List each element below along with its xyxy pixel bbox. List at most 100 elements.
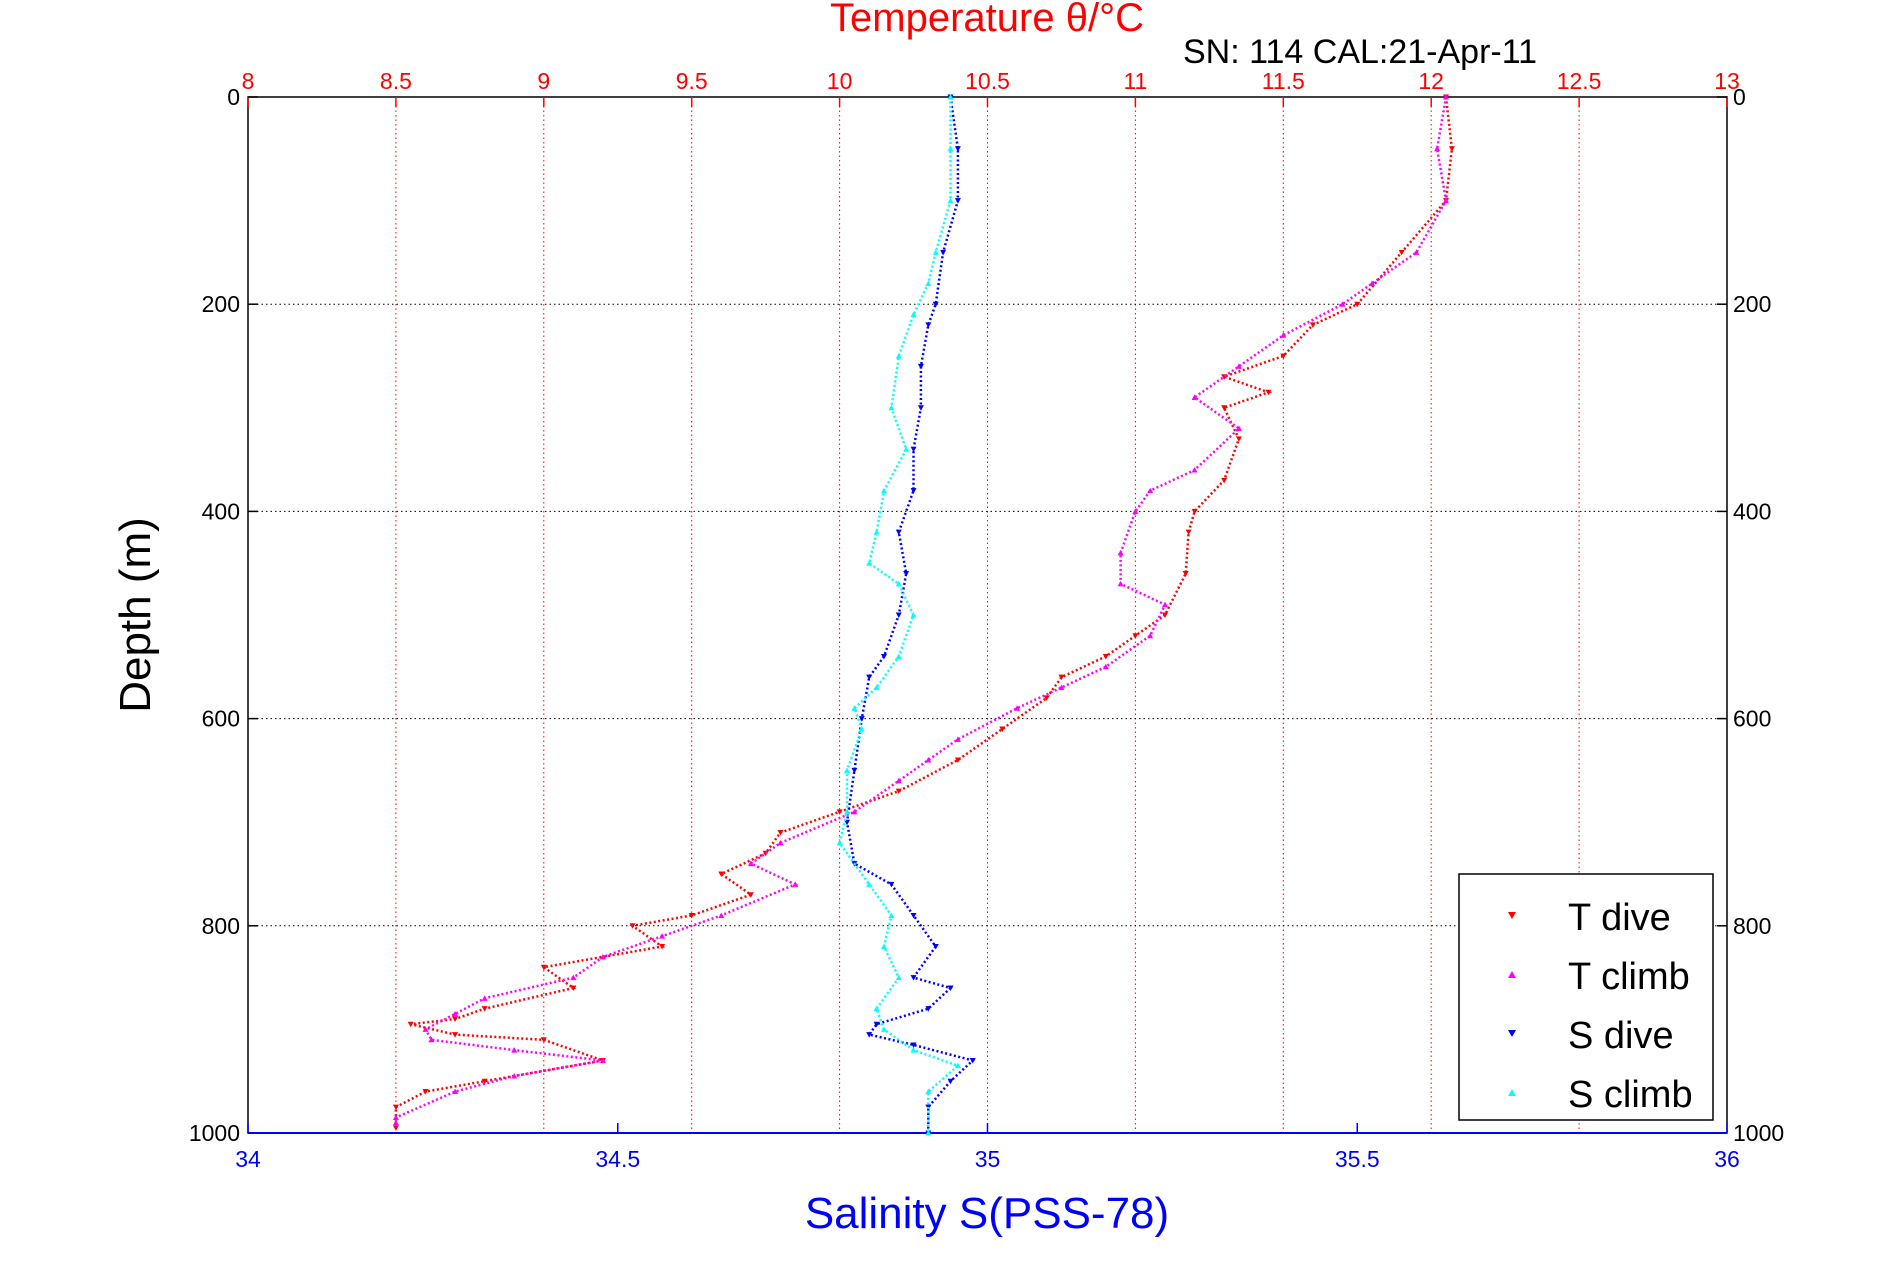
data-point-t-climb [1235, 425, 1242, 432]
data-point-s-climb [880, 943, 887, 950]
legend-marker [1508, 1030, 1516, 1037]
top-axis-tick-label: 9.5 [676, 68, 708, 94]
data-point-t-climb [1280, 332, 1287, 338]
data-point-s-dive [910, 446, 917, 453]
data-point-t-climb [747, 860, 754, 867]
data-point-s-climb [858, 725, 865, 732]
data-point-s-climb [947, 94, 954, 100]
data-point-t-dive [1354, 301, 1361, 308]
data-point-s-climb [888, 912, 895, 918]
data-point-s-dive [895, 529, 902, 536]
data-point-s-dive [917, 405, 924, 411]
left-axis-tick-label: 200 [202, 291, 240, 317]
data-point-t-dive [1448, 146, 1455, 152]
right-axis-tick-label: 1000 [1733, 1120, 1784, 1146]
data-point-t-climb [1147, 487, 1154, 494]
data-point-s-climb [836, 839, 843, 846]
data-point-s-dive [880, 653, 887, 660]
legend-marker [1508, 912, 1516, 919]
data-point-s-dive [910, 912, 917, 919]
data-point-t-climb [1191, 466, 1198, 473]
data-point-s-dive [940, 249, 947, 256]
data-point-s-dive [873, 1021, 880, 1028]
series-s-climb [836, 94, 961, 1136]
top-axis-tick-label: 11.5 [1262, 68, 1305, 94]
bottom-axis-title: Salinity S(PSS-78) [805, 1189, 1169, 1238]
data-point-s-climb [866, 560, 873, 566]
left-axis-tick-label: 600 [202, 706, 240, 732]
data-point-t-dive [999, 726, 1006, 732]
top-axis-tick-label: 10.5 [965, 68, 1010, 94]
data-point-t-dive [540, 964, 547, 971]
left-axis-tick-label: 400 [202, 498, 240, 524]
series-layer [392, 94, 1455, 1136]
right-axis-tick-label: 800 [1733, 913, 1771, 939]
data-point-t-dive [1265, 389, 1272, 396]
data-point-s-climb [932, 249, 939, 255]
data-point-s-climb [851, 705, 858, 711]
data-point-s-climb [873, 529, 880, 535]
data-point-t-dive [1280, 353, 1287, 359]
data-point-t-climb [422, 1026, 429, 1032]
chart-subtitle: SN: 114 CAL:21-Apr-11 [1183, 33, 1537, 71]
data-point-s-dive [932, 944, 939, 950]
data-point-s-dive [947, 985, 954, 991]
right-axis-tick-label: 0 [1733, 84, 1746, 110]
data-point-t-climb [392, 1119, 399, 1126]
data-point-t-dive [836, 809, 843, 815]
data-point-t-climb [452, 1010, 459, 1017]
legend-box [1458, 873, 1714, 1121]
data-point-t-climb [777, 839, 784, 846]
top-axis-tick-label: 8 [242, 68, 255, 94]
data-point-s-dive [947, 1078, 954, 1085]
data-point-t-climb [1102, 663, 1109, 670]
data-point-t-dive [1235, 436, 1242, 442]
data-point-t-dive [629, 923, 636, 929]
data-point-s-dive [910, 488, 917, 494]
data-point-t-dive [747, 892, 754, 898]
legend-label: T climb [1568, 956, 1690, 998]
bottom-axis-tick-label: 34.5 [595, 1146, 640, 1172]
data-point-t-climb [895, 777, 902, 784]
data-point-t-climb [511, 1047, 518, 1053]
data-point-t-dive [1132, 633, 1139, 639]
data-point-t-dive [570, 985, 577, 991]
data-point-t-dive [1398, 249, 1405, 256]
left-axis-tick-label: 0 [227, 84, 240, 110]
data-point-t-dive [1309, 322, 1316, 328]
data-point-s-climb [903, 446, 910, 452]
top-axis-title: Temperature θ/°C [830, 0, 1144, 40]
data-point-t-dive [392, 1104, 399, 1111]
data-point-s-dive [858, 716, 865, 722]
data-point-s-climb [843, 767, 850, 773]
data-point-t-climb [1339, 301, 1346, 307]
data-point-s-dive [925, 322, 932, 328]
data-point-t-climb [1161, 601, 1168, 608]
data-point-s-dive [954, 198, 961, 204]
data-point-s-dive [888, 881, 895, 888]
bottom-axis-tick-label: 35 [975, 1146, 1001, 1172]
data-point-s-climb [910, 1047, 917, 1053]
right-axis-tick-label: 400 [1733, 498, 1771, 524]
data-point-s-climb [954, 1062, 961, 1069]
data-point-s-dive [925, 1006, 932, 1012]
data-point-s-climb [873, 1005, 880, 1012]
data-point-t-climb [428, 1036, 435, 1043]
legend: T dive T climb S dive S climb [1458, 873, 1714, 1121]
data-point-t-dive [1182, 571, 1189, 577]
data-point-s-dive [903, 571, 910, 577]
data-point-s-climb [925, 280, 932, 286]
data-point-s-dive [917, 363, 924, 370]
data-point-s-dive [851, 767, 858, 774]
data-point-t-dive [1221, 405, 1228, 411]
data-point-s-climb [866, 881, 873, 887]
data-point-t-climb [659, 933, 666, 939]
data-point-s-climb [947, 197, 954, 204]
data-point-t-dive [422, 1089, 429, 1095]
data-point-t-climb [954, 736, 961, 742]
legend-marker [1508, 971, 1516, 978]
data-point-t-dive [895, 788, 902, 795]
data-point-s-climb [895, 353, 902, 359]
